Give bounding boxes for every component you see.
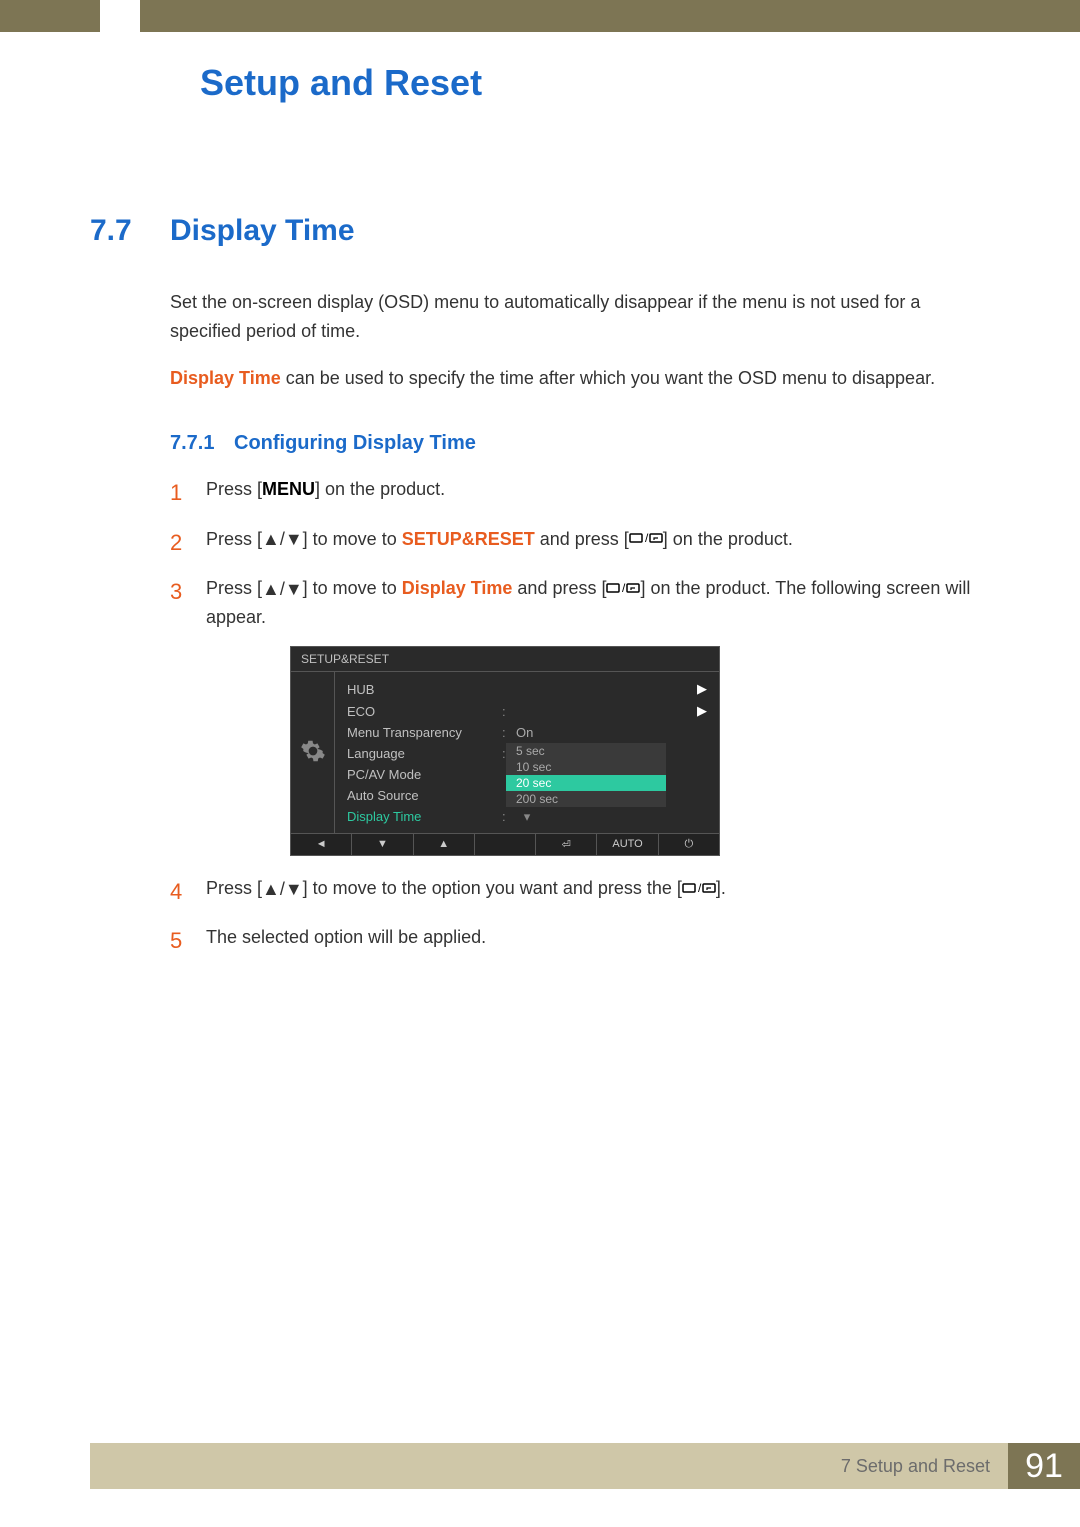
text: Press [ [206,878,262,898]
text: ] to move to [303,578,402,598]
step-text: Press [▲/▼] to move to SETUP&RESET and p… [206,525,990,560]
step-text: Press [▲/▼] to move to the option you wa… [206,874,990,909]
osd-row-hub: HUB ▶ [335,678,719,700]
text: Press [ [206,578,262,598]
osd-option: 200 sec [506,791,666,807]
step-text: The selected option will be applied. [206,923,990,958]
step-text: Press [▲/▼] to move to Display Time and … [206,574,990,632]
text: and press [ [512,578,606,598]
source-enter-icon: / [682,875,716,904]
steps-list: 1 Press [MENU] on the product. 2 Press [… [170,475,990,958]
osd-label: Menu Transparency [347,725,502,740]
osd-header: SETUP&RESET [291,647,719,672]
up-icon: ▲ [414,834,475,855]
step-number: 5 [170,923,206,958]
back-icon: ◄ [291,834,352,855]
intro-paragraph-2: Display Time can be used to specify the … [170,364,990,393]
osd-row-eco: ECO : ▶ [335,700,719,722]
text: Press [ [206,479,262,499]
step-5: 5 The selected option will be applied. [170,923,990,958]
osd-colon: : [502,725,516,740]
highlight-display-time: Display Time [402,578,513,598]
osd-panel: SETUP&RESET HUB ▶ [290,646,720,856]
step-1: 1 Press [MENU] on the product. [170,475,990,510]
step-text: Press [MENU] on the product. [206,475,990,510]
intro-paragraph-2-rest: can be used to specify the time after wh… [281,368,935,388]
subsection-title: Configuring Display Time [234,432,476,455]
up-down-icon: ▲/▼ [262,525,303,554]
blank-cell [475,834,536,855]
page-footer: 7 Setup and Reset 91 [90,1443,1080,1489]
osd-label: HUB [347,682,502,697]
power-icon: ⏻ [659,834,719,855]
text: ] on the product. [315,479,445,499]
osd-label: PC/AV Mode [347,767,502,782]
step-number: 4 [170,874,206,909]
svg-text:/: / [645,531,649,545]
osd-menu: HUB ▶ ECO : ▶ Menu Transparency [335,672,719,833]
osd-option-selected: 20 sec [506,775,666,791]
osd-screenshot: SETUP&RESET HUB ▶ [290,646,720,856]
chapter-title: Setup and Reset [200,62,990,104]
footer-chapter-label: 7 Setup and Reset [90,1443,1008,1489]
section-number: 7.7 [90,214,170,248]
text: and press [ [535,529,629,549]
source-enter-icon: / [606,575,640,604]
text: ] to move to [303,529,402,549]
text: Press [ [206,529,262,549]
osd-label: Auto Source [347,788,502,803]
page-content: Setup and Reset 7.7 Display Time Set the… [0,32,1080,959]
source-enter-icon: / [629,525,663,554]
osd-label: Language [347,746,502,761]
menu-button-label: MENU [262,479,315,499]
osd-body: HUB ▶ ECO : ▶ Menu Transparency [291,672,719,833]
step-4: 4 Press [▲/▼] to move to the option you … [170,874,990,909]
osd-option: 10 sec [506,759,666,775]
osd-footer: ◄ ▼ ▲ ⏎ AUTO ⏻ [291,833,719,855]
up-down-icon: ▲/▼ [262,575,303,604]
svg-text:/: / [622,581,626,595]
footer-page-number: 91 [1008,1443,1080,1489]
svg-text:/: / [698,881,702,895]
osd-label: ECO [347,704,502,719]
section-title: Display Time [170,214,355,248]
text: ]. [716,878,726,898]
osd-label: Display Time [347,809,502,824]
enter-icon: ⏎ [536,834,597,855]
section-heading: 7.7 Display Time [90,214,990,248]
gear-icon [300,738,326,767]
step-number: 2 [170,525,206,560]
step-2: 2 Press [▲/▼] to move to SETUP&RESET and… [170,525,990,560]
intro-paragraph-1: Set the on-screen display (OSD) menu to … [170,288,990,346]
subsection-heading: 7.7.1 Configuring Display Time [170,432,990,455]
highlight-setup-reset: SETUP&RESET [402,529,535,549]
osd-colon: : [502,704,516,719]
subsection-number: 7.7.1 [170,432,234,455]
down-icon: ▼ [352,834,413,855]
step-3: 3 Press [▲/▼] to move to Display Time an… [170,574,990,632]
osd-option: 5 sec [506,743,666,759]
chevron-right-icon: ▶ [697,703,707,719]
osd-value: On [516,725,707,740]
osd-sidebar [291,672,335,833]
header-tab [100,0,140,32]
text: ] to move to the option you want and pre… [303,878,682,898]
auto-label: AUTO [597,834,658,855]
step-number: 1 [170,475,206,510]
osd-colon: : [502,809,516,824]
text: ] on the product. [663,529,793,549]
up-down-icon: ▲/▼ [262,875,303,904]
header-bar [0,0,1080,32]
highlight-display-time: Display Time [170,368,281,388]
step-number: 3 [170,574,206,632]
osd-option-popup: 5 sec 10 sec 20 sec 200 sec [506,743,666,807]
chevron-right-icon: ▶ [697,681,707,697]
osd-row-transparency: Menu Transparency : On [335,722,719,743]
